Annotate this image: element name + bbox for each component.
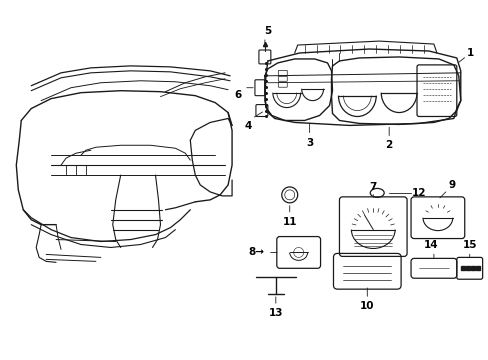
Text: 12: 12 [411, 188, 426, 198]
Text: 13: 13 [268, 308, 283, 318]
Text: 11: 11 [282, 217, 296, 227]
Text: 7: 7 [369, 182, 376, 192]
Text: 8→: 8→ [247, 247, 264, 257]
Text: 2: 2 [385, 140, 392, 150]
Text: 1: 1 [466, 48, 473, 58]
Text: 4: 4 [244, 121, 251, 131]
Text: 15: 15 [462, 240, 476, 251]
Text: 9: 9 [447, 180, 454, 190]
Text: 3: 3 [305, 138, 313, 148]
Text: 5: 5 [264, 26, 271, 36]
Text: 10: 10 [359, 301, 374, 311]
Text: 14: 14 [423, 240, 437, 251]
Text: 6: 6 [234, 90, 241, 100]
